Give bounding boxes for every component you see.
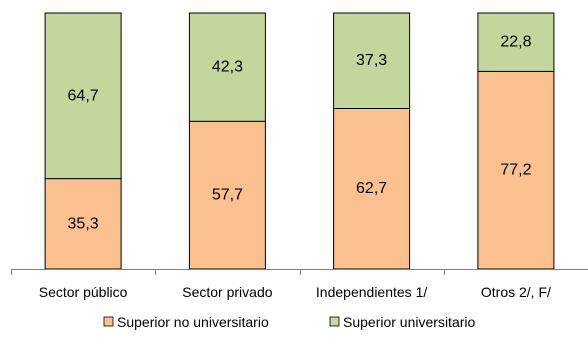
- data-label: 42,3: [212, 59, 243, 76]
- legend-swatch: [329, 316, 340, 327]
- data-label: 22,8: [500, 34, 531, 51]
- data-label: 64,7: [68, 87, 99, 104]
- x-axis: [11, 269, 588, 275]
- bar-segment: [477, 12, 555, 72]
- data-label: 37,3: [356, 52, 387, 69]
- bar-segment: [44, 178, 122, 270]
- bar-segment: [333, 108, 411, 270]
- bar-segment: [44, 12, 122, 180]
- data-label: 57,7: [212, 187, 243, 204]
- legend-label: Superior no universitario: [117, 314, 269, 330]
- x-tick-label: Sector privado: [182, 284, 272, 300]
- x-tick-label: Otros 2/, F/: [481, 284, 551, 300]
- bar-segment: [188, 12, 266, 122]
- data-label: 77,2: [500, 162, 531, 179]
- bars-layer: 35,3 64,7 57,7 42,3 62,7 37,3 77,2 22,8: [44, 12, 555, 270]
- x-axis-tick-labels: Sector público Sector privado Independient…: [39, 284, 551, 300]
- legend-label: Superior universitario: [343, 314, 475, 330]
- legend-swatch: [103, 316, 114, 327]
- x-tick-label: Independientes 1/: [316, 284, 427, 300]
- data-label: 35,3: [68, 215, 99, 232]
- x-tick-label: Sector público: [39, 284, 128, 300]
- data-label: 62,7: [356, 180, 387, 197]
- bar-segment: [333, 12, 411, 109]
- legend: Superior no universitario Superior univer…: [103, 314, 475, 330]
